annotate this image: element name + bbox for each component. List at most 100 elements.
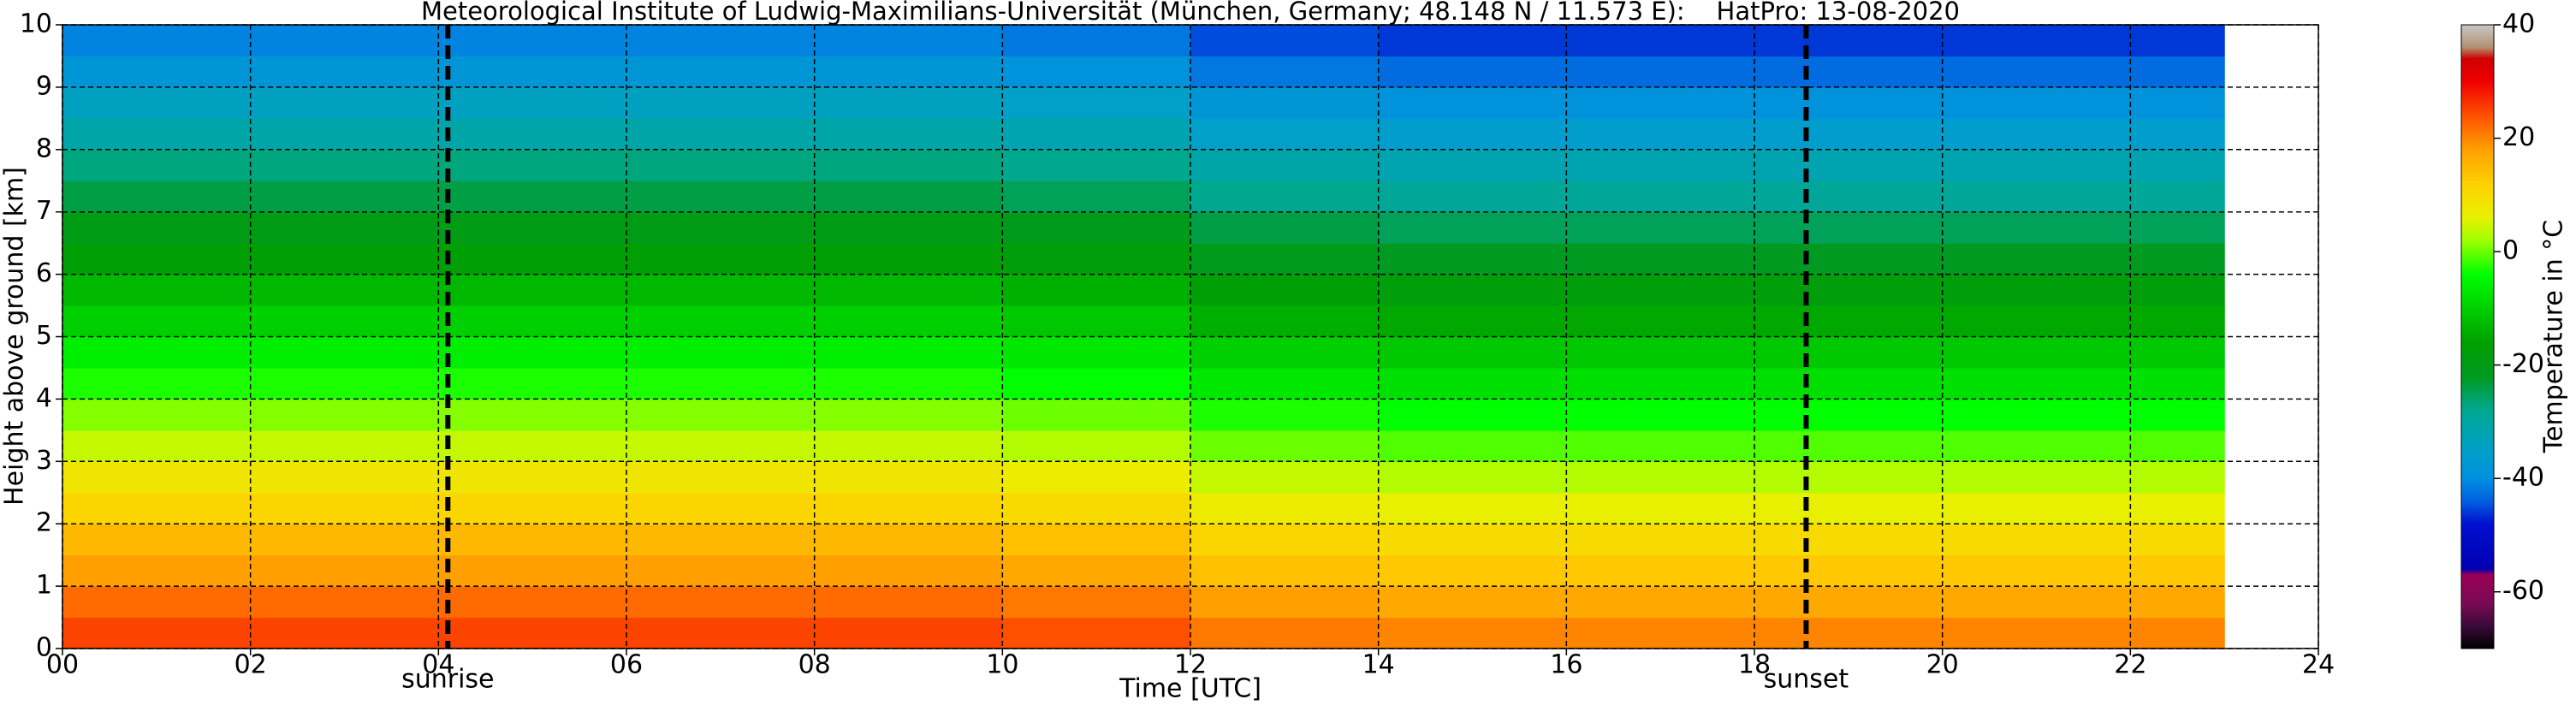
colorbar-tick-label: 20 [2502,122,2535,152]
heatmap-cell [1942,399,2131,431]
heatmap-cell [626,524,816,556]
heatmap-cell [1566,149,1755,181]
heatmap-cell [2130,399,2225,431]
x-tick-label: 00 [46,650,79,680]
heatmap-cell [250,554,439,587]
heatmap-cell [1190,211,1380,244]
heatmap-cell [1002,274,1191,306]
heatmap-cell [250,430,439,462]
heatmap-cell [626,367,816,400]
heatmap-cell [1378,211,1567,244]
heatmap-cell [1378,118,1567,151]
heatmap-cell [1002,305,1191,338]
x-tick-label: 06 [610,650,643,680]
heatmap-cell [2130,430,2225,462]
heatmap-cell [2130,617,2225,649]
heatmap-cell [626,461,816,494]
heatmap-cell [1002,586,1191,619]
heatmap-cell [438,149,627,181]
heatmap-cell [1566,86,1755,119]
heatmap-cell [1566,492,1755,524]
heatmap-cell [1378,524,1567,556]
heatmap-cell [814,118,1003,151]
heatmap-cell [1754,430,1944,462]
y-tick-label: 9 [36,71,52,101]
x-tick-label: 18 [1738,650,1771,680]
heatmap-cell [2130,336,2225,369]
heatmap-cell [814,461,1003,494]
heatmap-cell [1754,554,1944,587]
colorbar-tick-label: 0 [2502,236,2519,266]
heatmap-cell [1190,617,1380,649]
heatmap-cell [626,617,816,649]
x-tick-label: 24 [2302,650,2335,680]
heatmap-cell [1566,461,1755,494]
colorbar-tick-label: -60 [2502,576,2544,606]
heatmap-cell [438,586,627,619]
heatmap-cell [1190,430,1380,462]
heatmap-cell [1378,430,1567,462]
heatmap-cell [626,492,816,524]
heatmap-cell [626,181,816,213]
heatmap-cell [1378,56,1567,88]
heatmap-cell [814,211,1003,244]
heatmap-cell [250,118,439,151]
y-tick-label: 0 [36,633,52,663]
heatmap-cell [438,56,627,88]
heatmap-cell [2130,305,2225,338]
heatmap-cell [438,399,627,431]
y-tick-label: 5 [36,321,52,351]
heatmap-cell [1002,118,1191,151]
heatmap-cell [1378,274,1567,306]
heatmap-cell [1190,118,1380,151]
heatmap-cell [626,211,816,244]
heatmap-cell [1002,399,1191,431]
heatmap-cell [250,243,439,275]
heatmap-cell [62,492,252,524]
colorbar-tick-label: -20 [2502,349,2544,379]
heatmap-cell [1942,56,2131,88]
heatmap-cell [1002,149,1191,181]
y-tick-label: 3 [36,446,52,476]
x-tick-label: 20 [1926,650,1959,680]
heatmap-cell [626,243,816,275]
heatmap-cell [62,367,252,400]
heatmap-cell [438,492,627,524]
heatmap-cell [1942,336,2131,369]
heatmap-cell [814,367,1003,400]
colorbar [2460,24,2495,649]
heatmap-cell [2130,554,2225,587]
heatmap-cell [1566,399,1755,431]
heatmap-cell [1378,461,1567,494]
heatmap-cell [814,336,1003,369]
heatmap-cell [1190,56,1380,88]
heatmap-cell [62,524,252,556]
y-tick-label: 2 [36,508,52,538]
heatmap-cell [1566,118,1755,151]
heatmap-cell [814,492,1003,524]
heatmap-cell [62,430,252,462]
heatmap-cell [814,25,1003,57]
heatmap-cell [62,86,252,119]
x-tick-label: 22 [2114,650,2146,680]
heatmap-cell [250,399,439,431]
heatmap-cell [1190,86,1380,119]
heatmap-cell [814,149,1003,181]
heatmap-cell [2130,86,2225,119]
heatmap-cell [1002,461,1191,494]
heatmap-cell [1942,554,2131,587]
heatmap-cell [1942,25,2131,57]
heatmap-cell [1002,243,1191,275]
heatmap-cell [250,305,439,338]
heatmap-cell [438,336,627,369]
heatmap-cell [1754,181,1944,213]
heatmap-cell [1942,617,2131,649]
heatmap-cell [1378,149,1567,181]
heatmap-cell [626,305,816,338]
heatmap-cell [438,86,627,119]
heatmap-cell [1754,367,1944,400]
heatmap-cell [1754,243,1944,275]
heatmap-cell [1190,554,1380,587]
y-axis-label: Height above ground [km] [0,167,30,506]
y-tick-label: 7 [36,196,52,226]
